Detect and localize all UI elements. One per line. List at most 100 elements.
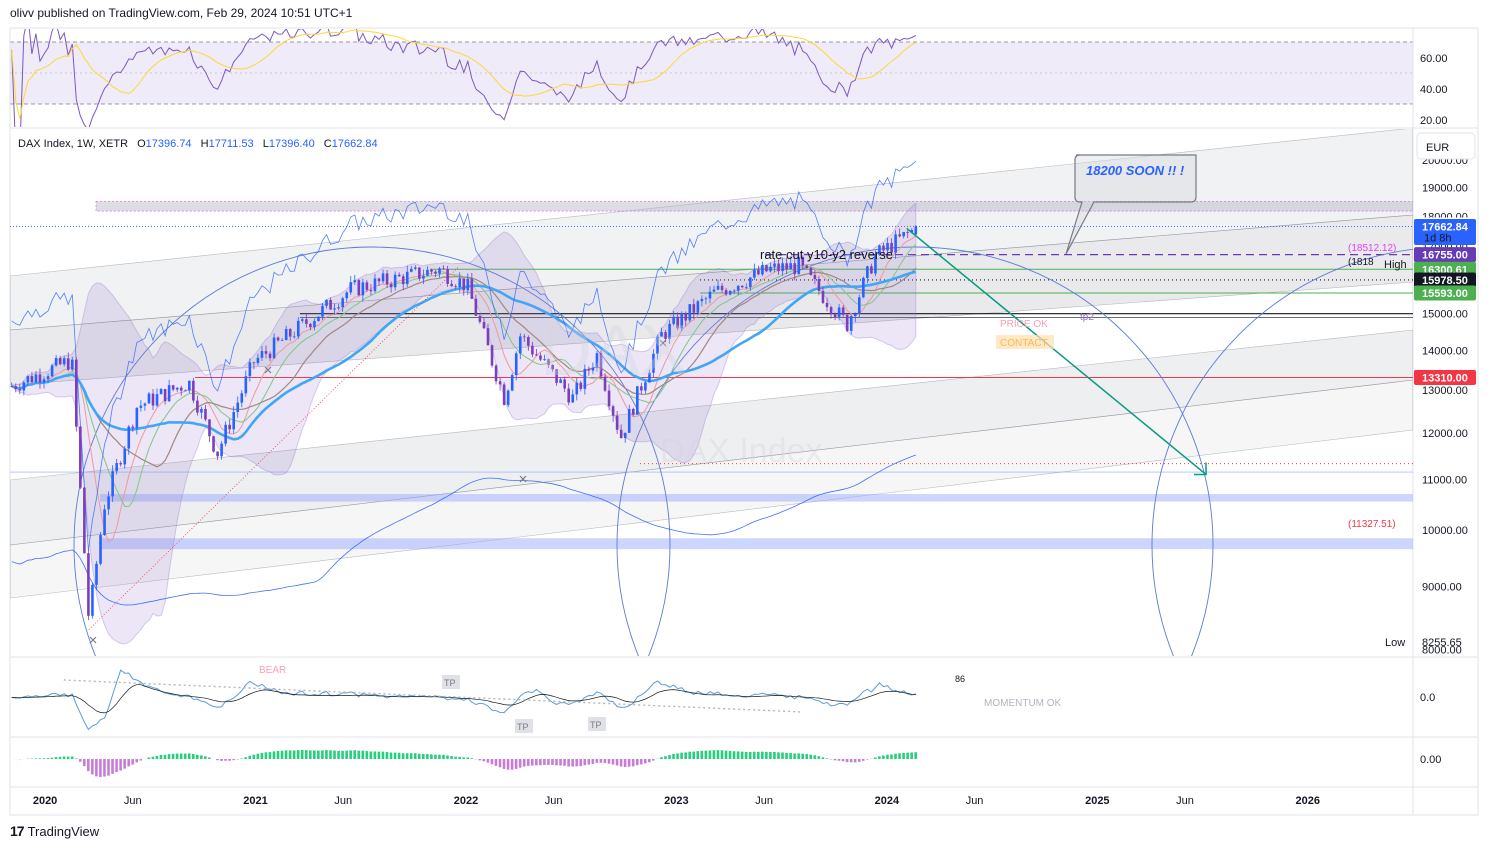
candle <box>393 271 397 291</box>
candle <box>119 460 123 467</box>
candle <box>454 284 457 290</box>
macd-histogram-bar <box>506 759 510 770</box>
candle-body <box>563 379 566 389</box>
candle <box>450 279 453 287</box>
macd-histogram-bar <box>50 757 54 759</box>
macd-histogram-bar <box>559 759 562 766</box>
candle <box>797 255 801 275</box>
macd-histogram-bar <box>208 757 211 759</box>
candle <box>821 286 825 304</box>
candle-body <box>325 299 328 306</box>
candle <box>523 334 526 342</box>
candle-body <box>155 394 159 406</box>
currency-button[interactable]: EUR <box>1416 132 1476 160</box>
level-18512-label: (18512.12) <box>1348 243 1396 254</box>
candle-body <box>70 359 74 370</box>
candle-body <box>676 316 679 329</box>
macd-histogram-bar <box>664 756 667 759</box>
macd-histogram-bar <box>898 753 901 759</box>
candle-body <box>393 274 397 288</box>
candle <box>482 318 486 330</box>
macd-histogram-bar <box>910 752 913 759</box>
candle <box>837 303 841 321</box>
candle <box>636 386 639 415</box>
macd-histogram-bar <box>761 751 764 759</box>
zone-label: rate cut y10-y2 reverse <box>760 247 893 262</box>
candle-body <box>151 393 155 406</box>
x-tick-label: 2026 <box>1296 795 1320 807</box>
candle <box>502 382 506 406</box>
candle-body <box>204 408 207 420</box>
candle-body <box>183 390 187 392</box>
candle <box>615 411 619 434</box>
candle-body <box>708 291 712 299</box>
macd-histogram-bar <box>575 759 578 767</box>
candle-body <box>405 271 409 285</box>
candle <box>30 371 34 384</box>
macd-histogram-bar <box>115 759 118 773</box>
y-tick-label: 8000.00 <box>1422 644 1462 656</box>
candle <box>442 265 445 270</box>
tradingview-logo-icon: 17 <box>10 823 25 839</box>
candle-body <box>894 234 897 253</box>
candle-body <box>123 448 127 465</box>
candle-body <box>418 267 421 279</box>
price-tag-value: 13310.00 <box>1422 373 1468 385</box>
candle <box>870 263 873 275</box>
candle-body <box>704 298 708 300</box>
macd-histogram-bar <box>813 755 817 759</box>
candle <box>656 334 659 360</box>
macd-histogram-bar <box>672 753 675 759</box>
macd-histogram-bar <box>857 759 861 762</box>
candle <box>805 264 809 270</box>
candle <box>559 377 562 384</box>
macd-histogram-bar <box>256 753 260 759</box>
x-tick-label: Jun <box>124 795 142 807</box>
macd-histogram-bar <box>603 759 607 764</box>
candle <box>849 314 853 335</box>
candle-body <box>757 269 760 275</box>
candle <box>83 487 86 554</box>
candle-body <box>377 278 381 282</box>
candle-body <box>874 254 877 274</box>
candle-body <box>607 390 611 407</box>
candle-body <box>531 345 534 355</box>
candle <box>208 418 211 442</box>
candle <box>551 364 554 372</box>
macd-histogram-bar <box>805 754 809 759</box>
candle-body <box>103 509 106 535</box>
candle <box>409 266 413 273</box>
candle <box>829 305 833 319</box>
candle-body <box>422 275 425 279</box>
macd-histogram-bar <box>46 758 50 759</box>
price-tag-value: 15978.50 <box>1422 275 1468 287</box>
macd-histogram-bar <box>595 759 599 763</box>
candle-body <box>188 380 191 391</box>
candle-body <box>305 319 308 324</box>
y-tick-label: 14000.00 <box>1422 346 1468 358</box>
candle <box>708 286 712 304</box>
candle-body <box>341 298 344 308</box>
candle <box>377 277 381 286</box>
low-value: 8255.65 <box>1422 637 1462 649</box>
macd-histogram-bar <box>54 757 58 759</box>
macd-histogram-bar <box>365 751 369 759</box>
candle <box>890 238 893 255</box>
candle <box>260 346 264 361</box>
candle <box>607 384 611 411</box>
candle-body <box>143 403 147 406</box>
candle <box>248 358 252 382</box>
candle <box>567 383 571 406</box>
candle <box>405 265 409 288</box>
candle-body <box>902 232 905 237</box>
macd-histogram-bar <box>720 750 724 759</box>
macd-histogram-bar <box>765 751 768 759</box>
macd-histogram-bar <box>712 750 716 759</box>
candle-body <box>30 376 34 383</box>
macd-histogram-bar <box>147 757 151 759</box>
macd-histogram-bar <box>809 754 813 759</box>
candle-body <box>220 443 223 457</box>
cycle-arc-2 <box>616 246 1214 656</box>
macd-histogram-bar <box>163 754 167 759</box>
